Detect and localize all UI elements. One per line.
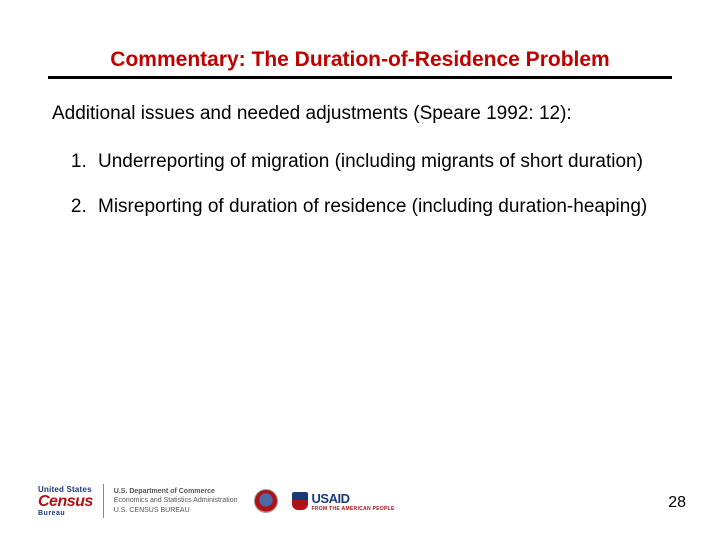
usaid-main-text: USAID [312, 491, 395, 506]
slide: Commentary: The Duration-of-Residence Pr… [0, 0, 720, 540]
seal-icon [254, 489, 278, 513]
numbered-list: Underreporting of migration (including m… [92, 149, 672, 220]
logo-group: United States Census Bureau U.S. Departm… [38, 484, 395, 518]
usaid-text: USAID FROM THE AMERICAN PEOPLE [312, 491, 395, 512]
commerce-text: U.S. Department of Commerce Economics an… [114, 487, 238, 514]
intro-text: Additional issues and needed adjustments… [52, 101, 672, 127]
doc-line2: Economics and Statistics Administration [114, 496, 238, 505]
title-rule [48, 76, 672, 79]
census-sub-text: Bureau [38, 510, 65, 517]
shield-icon [292, 492, 308, 510]
census-main-text: Census [38, 494, 93, 509]
usaid-logo: USAID FROM THE AMERICAN PEOPLE [292, 491, 395, 512]
divider [103, 484, 104, 518]
slide-title: Commentary: The Duration-of-Residence Pr… [48, 48, 672, 72]
doc-line1: U.S. Department of Commerce [114, 487, 238, 496]
footer: United States Census Bureau U.S. Departm… [0, 476, 720, 526]
list-item: Underreporting of migration (including m… [92, 149, 672, 175]
list-item: Misreporting of duration of residence (i… [92, 194, 672, 220]
census-logo: United States Census Bureau [38, 485, 93, 516]
doc-line3: U.S. CENSUS BUREAU [114, 506, 238, 515]
usaid-sub-text: FROM THE AMERICAN PEOPLE [312, 506, 395, 512]
